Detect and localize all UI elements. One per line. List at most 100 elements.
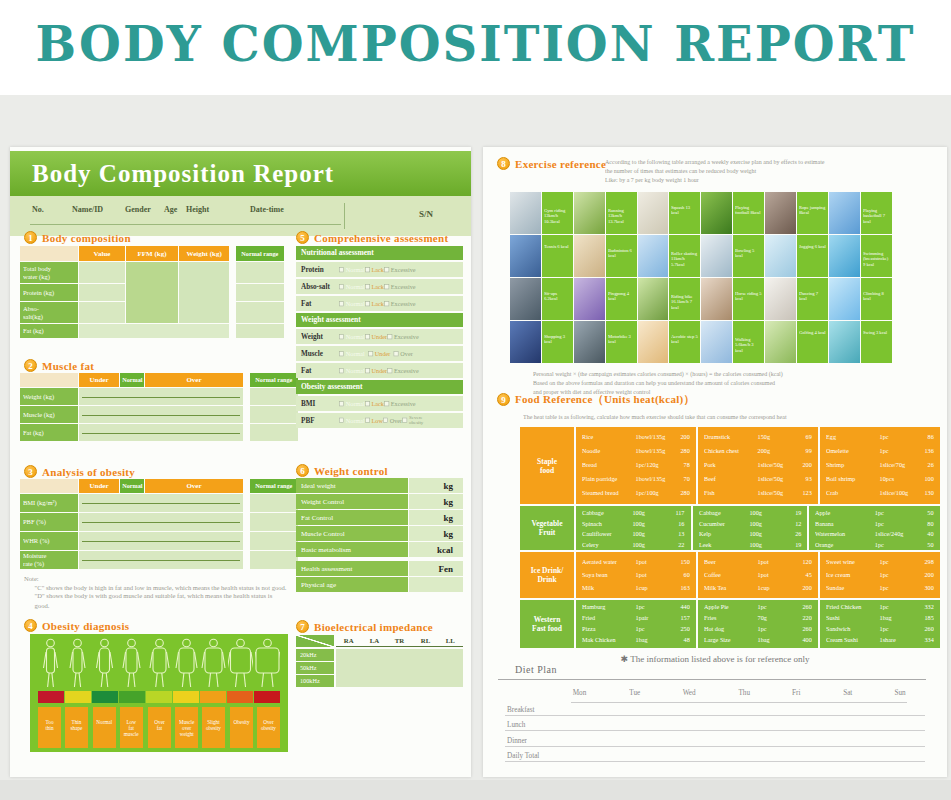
food-item: Drumstick150g69	[704, 434, 812, 441]
control-row-label: Physical age	[296, 577, 408, 592]
exercise-label: Dancing 7 kcal	[797, 278, 828, 320]
exercise-label: Squash 13 kcal	[669, 192, 700, 234]
food-item: Pizza1pc250	[582, 626, 690, 633]
food-item: Beer1pot120	[704, 559, 812, 566]
food-kcal: 13	[670, 531, 685, 538]
exercise-photo	[829, 321, 860, 363]
diet-row-label: Daily Total	[507, 752, 539, 760]
exercise-label: Aerobic step 5 kcal	[669, 321, 700, 363]
food-name: Soya bean	[582, 572, 636, 579]
text: Weight Control	[301, 497, 372, 505]
report-header: Body Composition Report	[10, 151, 471, 196]
food-quantity: 1pc	[880, 604, 919, 611]
checkbox-icon	[365, 368, 370, 373]
section-6-header: 6Weight control	[296, 464, 388, 477]
food-name: Cauliflower	[582, 531, 633, 538]
exercise-photo	[829, 235, 860, 277]
food-quantity: 1pc	[880, 585, 919, 592]
food-kcal: 260	[797, 626, 812, 633]
food-category-label: Ice Drink/ Drink	[520, 552, 574, 598]
sn-label: S/N	[419, 209, 433, 219]
section-5-badge: 5	[296, 231, 309, 244]
food-kcal: 45	[797, 572, 812, 579]
text: Shopping 3 kcal	[544, 333, 571, 344]
food-column: Apple1pc50Banana1pc80Watermelon1slice/24…	[809, 506, 940, 550]
checkbox-label: Normal	[346, 266, 365, 273]
checkbox-option: Lack	[365, 266, 384, 273]
food-quantity: 1pot	[636, 572, 675, 579]
food-kcal: 26	[919, 462, 934, 469]
checkbox-icon	[387, 368, 392, 373]
info-field: No.	[32, 205, 44, 214]
col-header-normal-range: Normal range	[236, 246, 284, 261]
text: Moisture rate (%)	[23, 552, 57, 567]
food-kcal: 163	[675, 585, 690, 592]
food-kcal: 117	[670, 510, 685, 517]
checkbox-option: Normal	[339, 400, 365, 407]
food-kcal: 130	[919, 490, 934, 497]
food-name: Sushi	[826, 615, 880, 622]
text: Playing basketball 7 kcal	[863, 208, 890, 224]
assessment-row-label: Abso-salt	[301, 281, 339, 293]
food-kcal: 300	[919, 585, 934, 592]
body-figure-icon	[119, 638, 144, 688]
control-row-unit: kg	[409, 510, 463, 525]
checkbox-icon	[365, 284, 370, 289]
text: Horse riding 5 kcal	[735, 290, 762, 301]
exercise-label: Tennis 6 kcal	[542, 235, 573, 277]
food-kcal: 50	[919, 510, 934, 517]
exercise-label: Jogging 6 kcal	[797, 235, 828, 277]
info-field: Date-time	[250, 205, 284, 214]
text: Muscle over weight	[179, 719, 194, 739]
food-name: Sundae	[826, 585, 880, 592]
scale-segment	[146, 691, 172, 703]
exercise-photo	[638, 192, 669, 234]
food-band: Western Fast foodHamburg1pc440Fried1pair…	[520, 600, 940, 648]
diet-row-label: Dinner	[507, 737, 527, 745]
text: Playing football 8kcal	[735, 204, 762, 215]
food-column: Sweet wine1pc298Ice cream1pc200Sundae1pc…	[820, 552, 940, 598]
food-name: Steamed bread	[582, 490, 636, 497]
text: Jogging 6 kcal	[799, 244, 826, 249]
exercise-photo	[638, 321, 669, 363]
food-quantity: 1bag	[636, 637, 675, 644]
row-label: Fat (kg)	[20, 424, 78, 441]
food-name: Celery	[582, 541, 633, 548]
exercise-label: Golfing 4 kcal	[797, 321, 828, 363]
control-row-label: Weight Control	[296, 494, 408, 509]
food-item: Banana1pc80	[815, 520, 934, 527]
food-item: Shrimp1slice/70g26	[826, 462, 934, 469]
text: Riding bike 16.1km/h 7 kcal	[671, 294, 698, 310]
food-item: Milk Tea1cup200	[704, 585, 812, 592]
food-name: Fries	[704, 615, 758, 622]
food-quantity: 1bag	[880, 615, 919, 622]
checkbox-icon	[339, 334, 344, 339]
scale-segment	[200, 691, 226, 703]
text: Fat	[301, 299, 339, 307]
food-column: Hamburg1pc440Fried1pair157Pizza1pc250Mak…	[576, 600, 696, 648]
checkbox-icon	[339, 301, 344, 306]
assessment-group-header: Obesity assessment	[296, 380, 463, 394]
food-quantity: 1bowl/135g	[636, 434, 675, 441]
food-item: Cream Sushi1share334	[826, 637, 934, 644]
food-name: Cabbage	[699, 510, 750, 517]
text: Abso-salt(kg)	[23, 305, 57, 320]
weight-control-extra-grid: Health assessmentFenPhysical age	[296, 561, 463, 592]
food-kcal: 12	[786, 520, 801, 527]
normal-range-cell	[236, 302, 284, 323]
obesity-labels: Too thinThin shapeNormalLow fat muscleOv…	[38, 707, 280, 748]
text: Tennis 6 kcal	[544, 244, 571, 249]
food-name: Orange	[815, 541, 875, 548]
section-3-title: Analysis of obesity	[42, 466, 135, 478]
obesity-scale-bar	[38, 691, 280, 703]
food-name: Milk Tea	[704, 585, 758, 592]
checkbox-label: Over	[390, 417, 402, 424]
text: Pingpong 4 kcal	[608, 290, 635, 301]
food-item: Bread1pc/120g78	[582, 462, 690, 469]
food-item: Beef1slice/50g93	[704, 476, 812, 483]
obesity-diagnosis-panel: Too thinThin shapeNormalLow fat muscleOv…	[30, 634, 288, 752]
control-row-unit	[409, 577, 463, 592]
text: Value	[86, 249, 118, 257]
food-item: Rice1bowl/135g200	[582, 434, 690, 441]
checkbox-option: Normal	[339, 300, 365, 307]
